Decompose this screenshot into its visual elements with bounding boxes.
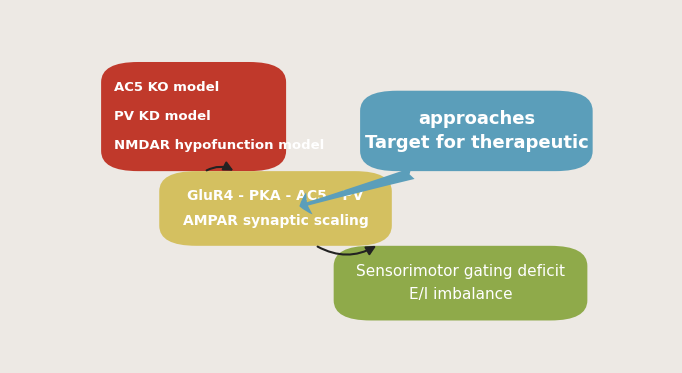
FancyBboxPatch shape xyxy=(333,246,587,320)
FancyBboxPatch shape xyxy=(360,91,593,171)
Text: approaches: approaches xyxy=(418,110,535,128)
Text: NMDAR hypofunction model: NMDAR hypofunction model xyxy=(115,139,325,152)
FancyBboxPatch shape xyxy=(101,62,286,171)
Text: AMPAR synaptic scaling: AMPAR synaptic scaling xyxy=(183,214,368,228)
Text: E/I imbalance: E/I imbalance xyxy=(409,287,512,302)
Text: PV KD model: PV KD model xyxy=(115,110,211,123)
Text: Sensorimotor gating deficit: Sensorimotor gating deficit xyxy=(356,264,565,279)
Text: Target for therapeutic: Target for therapeutic xyxy=(364,134,589,152)
FancyBboxPatch shape xyxy=(160,171,392,246)
Text: AC5 KO model: AC5 KO model xyxy=(115,81,220,94)
Text: GluR4 - PKA - AC5 - PV: GluR4 - PKA - AC5 - PV xyxy=(188,189,364,203)
